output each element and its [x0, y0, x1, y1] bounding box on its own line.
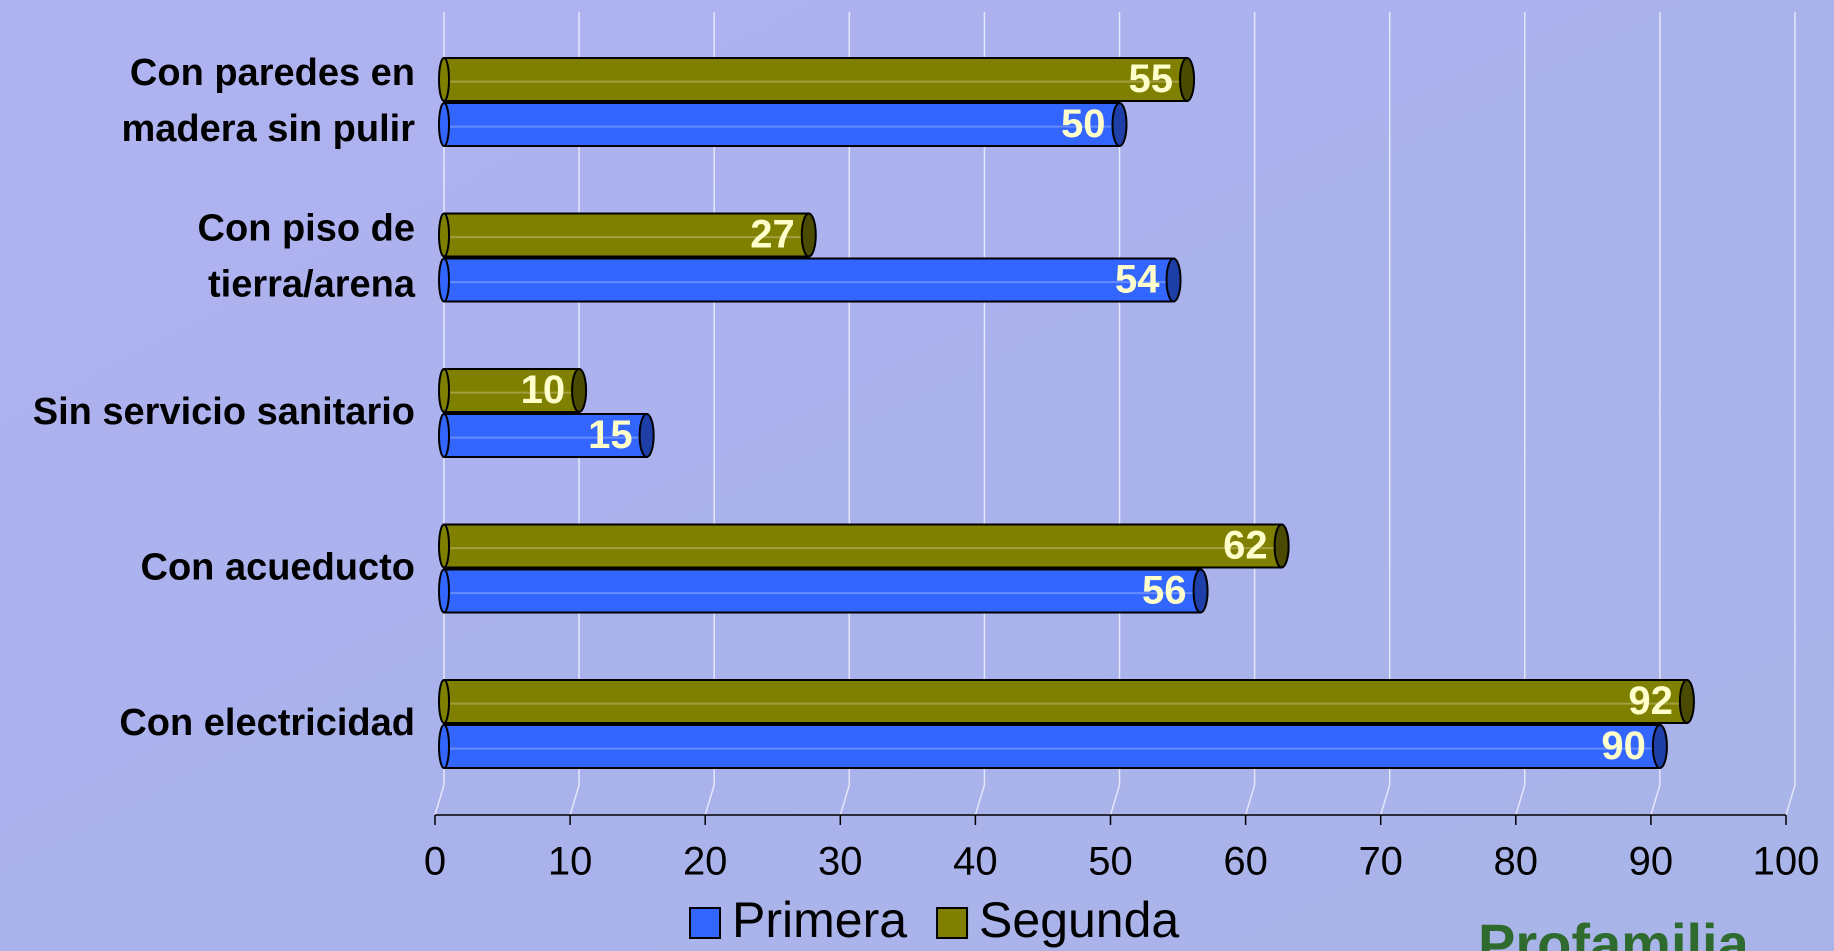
category-label: Con piso de tierra/arena	[198, 208, 416, 306]
logo: Profamilia	[1478, 912, 1750, 951]
value-label: 15	[588, 413, 633, 457]
bar-cap	[438, 212, 450, 258]
x-tick-label: 90	[1629, 840, 1674, 884]
bar-cap	[438, 102, 450, 147]
bar-cap	[438, 368, 450, 413]
category-line: Con paredes en	[130, 52, 415, 94]
bar	[443, 413, 648, 458]
bar-cap	[438, 257, 450, 303]
grid-line	[1515, 784, 1526, 816]
bar-cap	[1651, 724, 1668, 769]
bar-cap	[1192, 568, 1209, 614]
category-line: madera sin pulir	[121, 108, 415, 150]
bar	[443, 679, 1688, 724]
category-line: Con acueducto	[141, 547, 415, 589]
x-tick-label: 40	[953, 840, 998, 884]
category-line: Con electricidad	[119, 702, 415, 744]
bar-cap	[638, 413, 655, 458]
value-label: 55	[1129, 57, 1174, 101]
category-label: Con electricidad	[119, 702, 415, 744]
grid-line	[569, 784, 580, 816]
bar-cap	[1179, 57, 1196, 102]
grid-line	[1379, 784, 1391, 816]
x-tick-label: 100	[1753, 840, 1820, 884]
legend-label: Segunda	[979, 892, 1179, 948]
x-tick-label: 20	[683, 840, 728, 884]
value-label: 92	[1628, 679, 1673, 723]
bar-cap	[438, 724, 450, 769]
grid-line	[1244, 784, 1256, 816]
value-label: 10	[521, 368, 566, 412]
x-tick-label: 10	[548, 840, 593, 884]
category-label: Con acueducto	[141, 547, 415, 589]
bar-cap	[1678, 679, 1695, 724]
bar-cap	[438, 57, 450, 102]
category-label: Sin servicio sanitario	[33, 391, 415, 433]
legend-label: Primera	[732, 892, 907, 948]
bar-cap	[438, 568, 450, 614]
grid-line	[704, 784, 715, 816]
category-label: Con paredes en madera sin pulir	[121, 52, 415, 150]
bar-cap	[438, 523, 450, 569]
x-tick-label: 60	[1223, 840, 1268, 884]
x-tick-label: 30	[818, 840, 863, 884]
bar-cap	[438, 679, 450, 724]
value-label: 54	[1115, 258, 1160, 302]
bar	[443, 102, 1121, 147]
x-tick-label: 50	[1088, 840, 1133, 884]
bar-cap	[1273, 523, 1290, 569]
bar-cap	[438, 413, 450, 458]
category-line: tierra/arena	[208, 264, 416, 306]
bar	[443, 257, 1175, 303]
value-label: 62	[1223, 524, 1268, 568]
category-line: Con piso de	[198, 208, 415, 250]
bar	[443, 568, 1202, 614]
bar-cap	[1165, 257, 1182, 303]
grid-line	[1109, 784, 1121, 816]
legend-swatch	[936, 907, 969, 939]
grid-line	[974, 784, 986, 816]
grid-line	[1785, 784, 1796, 816]
bar	[443, 212, 810, 258]
bar-cap	[800, 212, 817, 258]
bar	[443, 724, 1661, 769]
grid-line	[839, 784, 851, 816]
value-label: 50	[1061, 102, 1106, 146]
value-label: 56	[1142, 569, 1187, 613]
x-tick-label: 70	[1358, 840, 1403, 884]
x-tick-label: 0	[424, 840, 446, 884]
grid-line	[434, 784, 445, 816]
value-label: 27	[750, 213, 795, 257]
legend-swatch	[689, 907, 721, 939]
bar-cap	[1111, 102, 1128, 147]
grid-line	[1650, 784, 1661, 816]
x-tick-label: 80	[1494, 840, 1539, 884]
bar	[443, 368, 581, 413]
bar-cap	[571, 368, 588, 413]
category-line: Sin servicio sanitario	[33, 391, 415, 433]
bar	[443, 523, 1283, 569]
value-label: 90	[1601, 724, 1646, 768]
bar	[443, 57, 1189, 102]
